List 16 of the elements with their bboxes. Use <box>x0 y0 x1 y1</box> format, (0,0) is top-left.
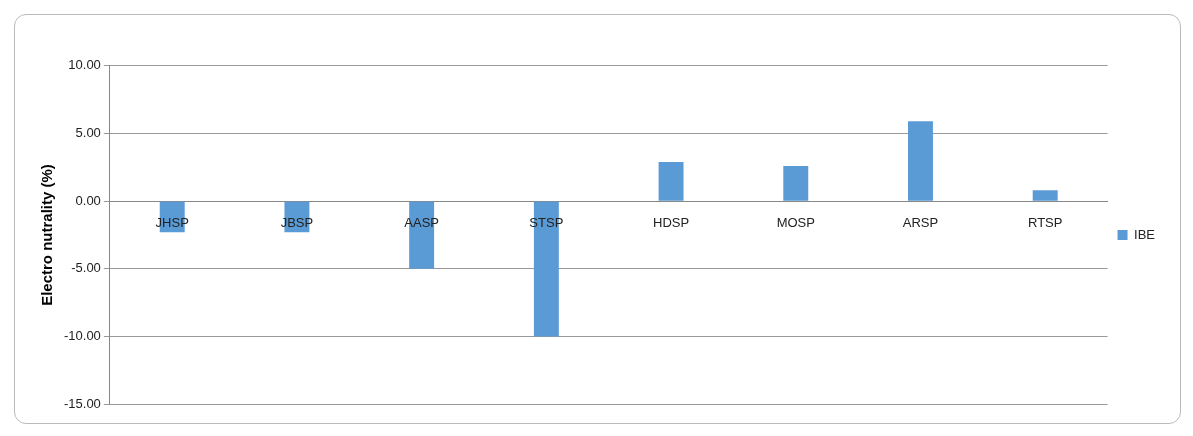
bar <box>1032 190 1058 201</box>
x-tick-label: RTSP <box>1027 215 1063 231</box>
y-axis-title: Electro nutrality (%) <box>38 164 56 306</box>
y-tick-label: 10.00 <box>68 57 101 73</box>
y-tick-label: 5.00 <box>75 125 101 141</box>
x-tick-label: MOSP <box>776 215 815 231</box>
bar <box>908 121 933 201</box>
bar <box>658 161 684 201</box>
bar <box>783 165 809 201</box>
x-tick-label: HDSP <box>653 215 690 231</box>
y-tick-label: -15.00 <box>63 395 101 411</box>
y-tick-label: -5.00 <box>71 260 101 276</box>
y-tick-label: -10.00 <box>63 328 101 344</box>
x-tick-label: ARSP <box>902 215 939 231</box>
y-tick-label: 0.00 <box>75 192 101 208</box>
legend-label: IBE <box>1134 226 1156 242</box>
